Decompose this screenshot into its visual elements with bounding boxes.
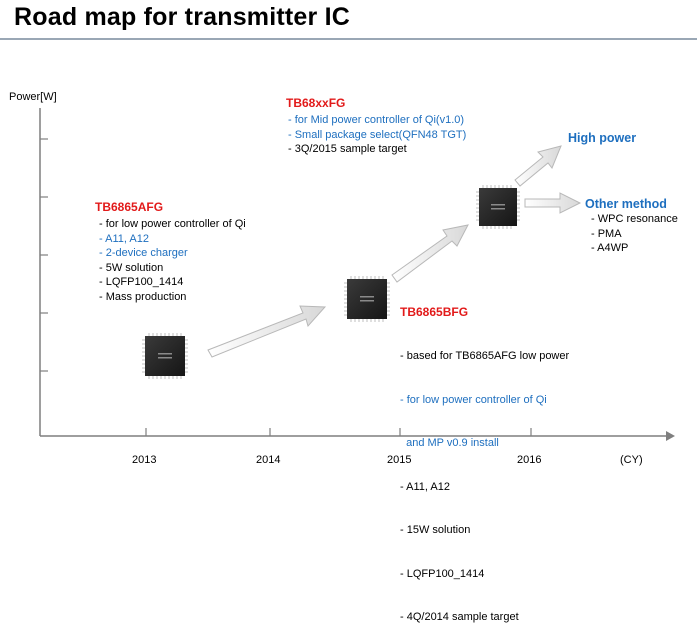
- title-divider: [0, 38, 697, 40]
- product-spec-list: - based for TB6865AFG low power - for lo…: [400, 320, 569, 639]
- spec-line: and MP v0.9 install: [400, 437, 499, 449]
- spec-line: - for low power controller of Qi: [400, 393, 547, 406]
- product-name-tb6865afg: TB6865AFG: [95, 200, 164, 214]
- spec-line: - 2-device charger: [99, 247, 188, 259]
- arrow-other-method: [524, 192, 582, 214]
- spec-line: - LQFP100_1414: [99, 276, 184, 288]
- x-tick-label: 2015: [387, 454, 412, 466]
- y-axis-ticks: [40, 138, 48, 372]
- product-spec-list: - for Mid power controller of Qi(v1.0) -…: [288, 113, 466, 157]
- chip-tb6865bfg: [344, 276, 390, 322]
- spec-line: - for low power controller of Qi: [99, 218, 246, 230]
- x-axis-unit: (CY): [620, 454, 643, 466]
- product-spec-list: - for low power controller of Qi - A11, …: [99, 217, 246, 304]
- roadmap-diagram: [39, 108, 675, 441]
- x-tick-label: 2013: [132, 454, 157, 466]
- spec-line: - A11, A12: [400, 480, 450, 493]
- spec-line: - for Mid power controller of Qi(v1.0): [288, 114, 465, 126]
- y-axis-label: Power[W]: [9, 91, 57, 103]
- arrow-2015-to-2016: [391, 224, 469, 283]
- chip-tb6865afg: [142, 333, 188, 379]
- other-method-item: - A4WP: [591, 242, 629, 254]
- chip-tb68xxfg: [476, 185, 520, 229]
- page-title: Road map for transmitter IC: [14, 3, 351, 31]
- spec-line: - Mass production: [99, 290, 187, 303]
- x-tick-label: 2016: [517, 454, 542, 466]
- spec-line: - Small package select(QFN48 TGT): [288, 128, 467, 141]
- spec-line: - A11, A12: [99, 232, 149, 245]
- other-method-item: - PMA: [591, 227, 622, 240]
- x-axis-ticks: [145, 428, 532, 436]
- other-method-title: Other method: [585, 197, 667, 211]
- spec-line: - 3Q/2015 sample target: [288, 143, 407, 155]
- spec-line: - LQFP100_1414: [400, 567, 485, 580]
- product-name-tb68xxfg: TB68xxFG: [286, 96, 346, 110]
- spec-line: - 4Q/2014 sample target: [400, 611, 519, 623]
- spec-line: - 15W solution: [400, 524, 471, 536]
- arrow-2013-to-2015: [207, 305, 327, 358]
- arrow-high-power: [514, 145, 562, 187]
- spec-line: - based for TB6865AFG low power: [400, 350, 570, 362]
- spec-line: - 5W solution: [99, 261, 164, 274]
- product-name-tb6865bfg: TB6865BFG: [400, 305, 469, 319]
- x-axis-arrowhead: [666, 431, 675, 441]
- high-power-label: High power: [568, 131, 637, 145]
- x-tick-label: 2014: [256, 454, 281, 466]
- other-method-item: - WPC resonance: [591, 213, 678, 225]
- other-method-list: - WPC resonance - PMA - A4WP: [591, 212, 678, 256]
